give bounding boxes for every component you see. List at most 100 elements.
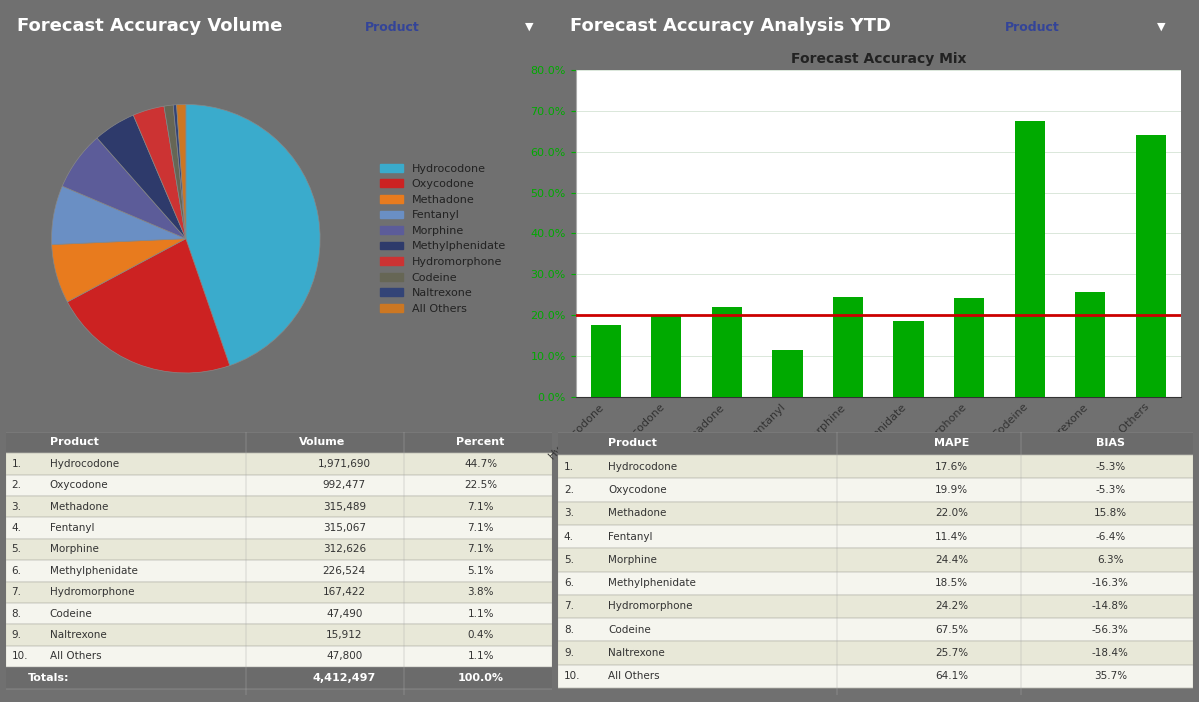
Text: Methadone: Methadone bbox=[49, 502, 108, 512]
Wedge shape bbox=[164, 105, 186, 239]
Text: 5.: 5. bbox=[564, 555, 574, 565]
Text: 6.: 6. bbox=[564, 578, 574, 588]
Text: -6.4%: -6.4% bbox=[1095, 531, 1126, 541]
FancyBboxPatch shape bbox=[558, 595, 1193, 618]
Wedge shape bbox=[52, 239, 186, 302]
Text: 10.: 10. bbox=[564, 671, 580, 682]
Text: 11.4%: 11.4% bbox=[935, 531, 968, 541]
Bar bbox=[591, 325, 621, 397]
Text: 7.1%: 7.1% bbox=[468, 502, 494, 512]
Text: 9.: 9. bbox=[564, 648, 574, 658]
Text: 167,422: 167,422 bbox=[323, 588, 366, 597]
Title: Forecast Accuracy Mix: Forecast Accuracy Mix bbox=[790, 52, 966, 66]
Text: Methadone: Methadone bbox=[608, 508, 667, 518]
Text: 100.0%: 100.0% bbox=[458, 673, 504, 683]
Text: Methylphenidate: Methylphenidate bbox=[49, 566, 138, 576]
Text: 24.2%: 24.2% bbox=[935, 602, 968, 611]
Text: 9.: 9. bbox=[12, 630, 22, 640]
Text: Totals:: Totals: bbox=[28, 673, 70, 683]
Text: BIAS: BIAS bbox=[1096, 438, 1125, 449]
FancyBboxPatch shape bbox=[6, 560, 552, 581]
FancyBboxPatch shape bbox=[6, 453, 552, 475]
Wedge shape bbox=[67, 239, 230, 373]
Text: 19.9%: 19.9% bbox=[935, 485, 968, 495]
Text: 312,626: 312,626 bbox=[323, 545, 366, 555]
Text: 1.: 1. bbox=[12, 459, 22, 469]
Text: 2.: 2. bbox=[564, 485, 574, 495]
Text: 315,489: 315,489 bbox=[323, 502, 366, 512]
Text: 1,971,690: 1,971,690 bbox=[318, 459, 370, 469]
FancyBboxPatch shape bbox=[6, 517, 552, 538]
Text: 6.: 6. bbox=[12, 566, 22, 576]
Text: All Others: All Others bbox=[608, 671, 659, 682]
Text: Naltrexone: Naltrexone bbox=[49, 630, 107, 640]
Text: 47,490: 47,490 bbox=[326, 609, 362, 618]
Bar bbox=[954, 298, 984, 397]
Text: 3.: 3. bbox=[12, 502, 22, 512]
Bar bbox=[833, 297, 863, 397]
FancyBboxPatch shape bbox=[6, 432, 552, 453]
Text: 315,067: 315,067 bbox=[323, 523, 366, 533]
Text: 25.7%: 25.7% bbox=[935, 648, 968, 658]
Text: 1.1%: 1.1% bbox=[468, 609, 494, 618]
Text: ▼: ▼ bbox=[525, 22, 534, 32]
FancyBboxPatch shape bbox=[558, 432, 1193, 455]
Text: Product: Product bbox=[1005, 20, 1060, 34]
Text: Fentanyl: Fentanyl bbox=[608, 531, 653, 541]
Text: Codeine: Codeine bbox=[49, 609, 92, 618]
Text: 2.: 2. bbox=[12, 480, 22, 490]
Text: 15,912: 15,912 bbox=[326, 630, 362, 640]
FancyBboxPatch shape bbox=[6, 667, 552, 689]
Wedge shape bbox=[173, 105, 186, 239]
Text: 6.3%: 6.3% bbox=[1097, 555, 1123, 565]
Text: Hydrocodone: Hydrocodone bbox=[608, 462, 677, 472]
Bar bbox=[712, 307, 742, 397]
Text: 7.1%: 7.1% bbox=[468, 545, 494, 555]
Text: Methylphenidate: Methylphenidate bbox=[608, 578, 697, 588]
Text: Percent: Percent bbox=[457, 437, 505, 447]
Text: Hydromorphone: Hydromorphone bbox=[608, 602, 693, 611]
FancyBboxPatch shape bbox=[6, 581, 552, 603]
FancyBboxPatch shape bbox=[558, 478, 1193, 502]
Wedge shape bbox=[133, 106, 186, 239]
FancyBboxPatch shape bbox=[6, 496, 552, 517]
Wedge shape bbox=[62, 138, 186, 239]
Text: Morphine: Morphine bbox=[608, 555, 657, 565]
FancyBboxPatch shape bbox=[558, 525, 1193, 548]
FancyBboxPatch shape bbox=[6, 646, 552, 667]
Text: 8.: 8. bbox=[564, 625, 574, 635]
Text: All Others: All Others bbox=[49, 651, 101, 661]
Text: 1.1%: 1.1% bbox=[468, 651, 494, 661]
Text: 10.: 10. bbox=[12, 651, 28, 661]
Text: Naltrexone: Naltrexone bbox=[608, 648, 665, 658]
Text: Product: Product bbox=[364, 20, 420, 34]
Wedge shape bbox=[176, 105, 186, 239]
Text: Hydrocodone: Hydrocodone bbox=[49, 459, 119, 469]
FancyBboxPatch shape bbox=[6, 624, 552, 646]
Bar bbox=[1076, 292, 1105, 397]
Text: 7.: 7. bbox=[564, 602, 574, 611]
Text: Forecast Accuracy Volume: Forecast Accuracy Volume bbox=[17, 18, 282, 35]
Text: ▼: ▼ bbox=[1157, 22, 1165, 32]
Bar bbox=[1014, 121, 1044, 397]
FancyBboxPatch shape bbox=[558, 642, 1193, 665]
Bar bbox=[772, 350, 802, 397]
FancyBboxPatch shape bbox=[558, 455, 1193, 478]
Text: -14.8%: -14.8% bbox=[1092, 602, 1128, 611]
Text: 992,477: 992,477 bbox=[323, 480, 366, 490]
FancyBboxPatch shape bbox=[6, 603, 552, 624]
Text: 47,800: 47,800 bbox=[326, 651, 362, 661]
Text: 24.4%: 24.4% bbox=[935, 555, 968, 565]
Bar bbox=[893, 321, 923, 397]
Text: -5.3%: -5.3% bbox=[1095, 462, 1126, 472]
Text: 226,524: 226,524 bbox=[323, 566, 366, 576]
Bar bbox=[1135, 135, 1165, 397]
Text: Volume: Volume bbox=[300, 437, 345, 447]
Wedge shape bbox=[97, 115, 186, 239]
Text: 22.0%: 22.0% bbox=[935, 508, 968, 518]
Text: 35.7%: 35.7% bbox=[1093, 671, 1127, 682]
Text: -56.3%: -56.3% bbox=[1092, 625, 1128, 635]
Text: -18.4%: -18.4% bbox=[1092, 648, 1128, 658]
Text: 4.: 4. bbox=[564, 531, 574, 541]
Text: 7.: 7. bbox=[12, 588, 22, 597]
